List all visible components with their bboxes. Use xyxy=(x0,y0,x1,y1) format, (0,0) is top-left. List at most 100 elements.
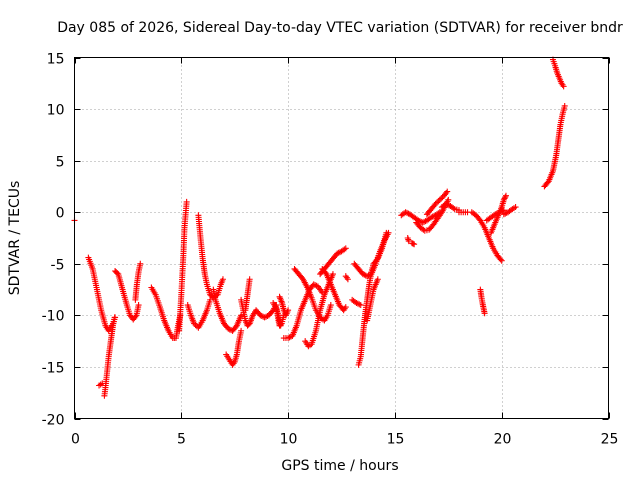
x-axis-tick-labels: 0 5 10 15 20 25 xyxy=(71,432,618,448)
data-point xyxy=(335,249,342,256)
data-point xyxy=(419,219,426,226)
data-point xyxy=(258,313,265,320)
data-point xyxy=(137,260,144,267)
y-tick-label: -15 xyxy=(42,361,65,377)
data-point xyxy=(285,335,292,342)
data-point xyxy=(327,302,334,309)
data-point xyxy=(135,302,142,309)
data-point xyxy=(502,192,509,199)
data-point xyxy=(225,325,232,332)
data-point xyxy=(257,312,264,319)
data-point xyxy=(246,276,253,283)
x-axis-label: GPS time / hours xyxy=(281,458,398,474)
data-point xyxy=(502,210,509,217)
data-point xyxy=(192,321,199,328)
data-point xyxy=(497,208,504,215)
x-tick-label: 20 xyxy=(494,432,512,448)
data-point xyxy=(429,213,436,220)
data-point xyxy=(361,271,368,278)
data-point xyxy=(436,196,443,203)
y-tick-label: 0 xyxy=(56,206,65,222)
data-point xyxy=(374,276,381,283)
data-point xyxy=(354,300,361,307)
data-point xyxy=(498,257,505,264)
data-point xyxy=(277,322,284,329)
data-point xyxy=(261,314,268,321)
x-tick-label: 10 xyxy=(280,432,298,448)
data-point xyxy=(285,307,292,314)
data-point xyxy=(385,229,392,236)
data-markers xyxy=(71,56,568,399)
data-point xyxy=(183,198,190,205)
data-point xyxy=(501,195,508,202)
data-point xyxy=(356,301,363,308)
data-point xyxy=(359,271,366,278)
data-point xyxy=(238,327,245,334)
data-point xyxy=(445,196,452,203)
plot-frame xyxy=(74,57,609,419)
data-point xyxy=(432,200,439,207)
data-point xyxy=(561,102,568,109)
data-point xyxy=(341,246,348,253)
y-tick-label: -5 xyxy=(51,258,65,274)
data-point xyxy=(353,299,360,306)
data-point xyxy=(191,320,198,327)
data-point xyxy=(334,250,341,257)
data-point xyxy=(497,256,504,263)
data-point xyxy=(364,273,371,280)
axis-ticks xyxy=(74,57,610,420)
data-point xyxy=(481,310,488,317)
y-axis-tick-labels: -20 -15 -10 -5 0 5 10 15 xyxy=(42,52,65,429)
data-point xyxy=(132,313,139,320)
data-point xyxy=(238,312,245,319)
data-point xyxy=(411,241,418,248)
data-point xyxy=(322,269,329,276)
y-axis-label: SDTVAR / TECUs xyxy=(7,181,23,296)
data-point xyxy=(365,272,372,279)
data-point xyxy=(111,314,118,321)
data-point xyxy=(357,302,364,309)
data-point xyxy=(312,282,319,289)
data-point xyxy=(402,209,409,216)
data-point xyxy=(438,195,445,202)
data-point xyxy=(405,238,412,245)
x-tick-label: 5 xyxy=(177,432,186,448)
data-point xyxy=(507,207,514,214)
data-point xyxy=(500,211,507,218)
data-point xyxy=(421,218,428,225)
data-point xyxy=(544,179,551,186)
data-point xyxy=(493,210,500,217)
data-point xyxy=(444,188,451,195)
data-point xyxy=(435,198,442,205)
chart-title: Day 085 of 2026, Sidereal Day-to-day VTE… xyxy=(57,20,623,36)
data-point xyxy=(443,189,450,196)
data-point xyxy=(499,207,506,214)
grid-lines xyxy=(74,57,609,419)
data-point xyxy=(512,204,519,211)
data-point xyxy=(342,245,349,252)
data-point xyxy=(310,281,317,288)
y-tick-label: 5 xyxy=(56,155,65,171)
data-point xyxy=(232,323,239,330)
data-point xyxy=(207,296,214,303)
y-tick-label: -10 xyxy=(42,309,65,325)
data-point xyxy=(502,194,509,201)
data-point xyxy=(342,304,349,311)
data-point xyxy=(492,211,499,218)
data-point xyxy=(450,205,457,212)
y-tick-label: -20 xyxy=(42,413,65,429)
data-point xyxy=(286,334,293,341)
data-point xyxy=(495,209,502,216)
data-point xyxy=(263,313,270,320)
data-point xyxy=(329,271,336,278)
data-point xyxy=(433,199,440,206)
data-point xyxy=(500,196,507,203)
data-point xyxy=(496,209,503,216)
y-tick-label: 10 xyxy=(47,103,65,119)
data-point xyxy=(560,83,567,90)
data-point xyxy=(219,276,226,283)
y-tick-label: 15 xyxy=(47,52,65,68)
data-point xyxy=(444,201,451,208)
